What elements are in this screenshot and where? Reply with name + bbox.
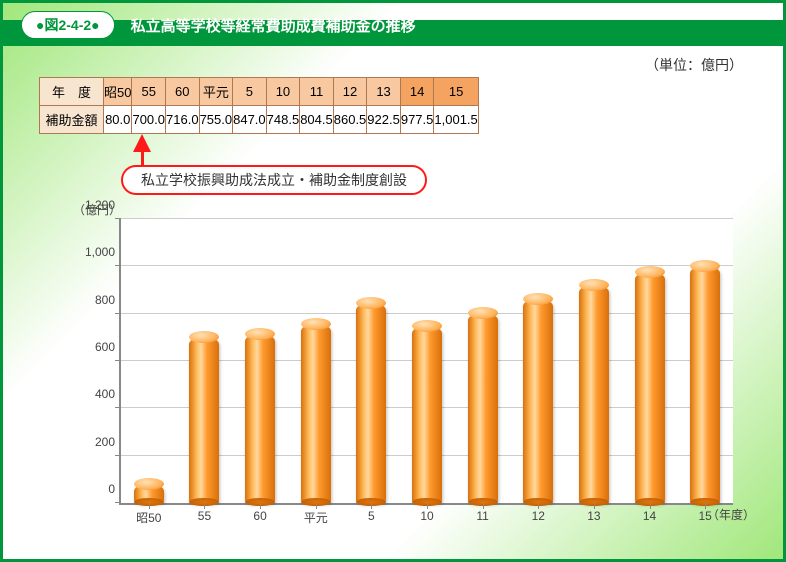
bar: [134, 484, 164, 503]
annotation-arrow: [133, 134, 151, 165]
y-tick-label: 0: [108, 482, 115, 496]
y-tick-label: 1,200: [85, 198, 115, 212]
arrow-stem: [141, 151, 144, 165]
y-tick: [115, 218, 121, 219]
x-tick-label: 昭50: [136, 509, 161, 526]
grid-line: [121, 218, 733, 219]
bar: [245, 334, 275, 503]
y-tick: [115, 455, 121, 456]
bar: [301, 324, 331, 503]
x-axis-unit: （年度）: [707, 506, 755, 523]
x-tick-label: 13: [587, 509, 600, 523]
table-col-header: 平元: [199, 78, 233, 106]
table-cell: 860.5: [333, 106, 367, 134]
unit-label: （単位：億円）: [645, 55, 743, 75]
bar: [356, 303, 386, 503]
table-cell: 977.5: [400, 106, 434, 134]
x-tick-label: 5: [368, 509, 375, 523]
arrow-up-icon: [133, 134, 151, 152]
y-tick: [115, 265, 121, 266]
table-col-header: 12: [333, 78, 367, 106]
table-cell: 804.5: [300, 106, 334, 134]
bar: [690, 266, 720, 503]
data-table: 年 度 昭505560平元5101112131415 補助金額 80.0700.…: [39, 77, 479, 134]
y-tick-label: 800: [95, 293, 115, 307]
figure-tag: ●図2-4-2●: [21, 11, 115, 39]
y-tick-label: 200: [95, 435, 115, 449]
x-tick-label: 平元: [304, 509, 328, 526]
x-tick-label: 11: [476, 509, 488, 523]
table-col-header: 14: [400, 78, 434, 106]
table-cell: 80.0: [104, 106, 132, 134]
y-tick-label: 1,000: [85, 245, 115, 259]
table-cell: 922.5: [367, 106, 401, 134]
table-cell: 847.0: [233, 106, 267, 134]
x-tick-label: 14: [643, 509, 656, 523]
table-col-header: 60: [166, 78, 200, 106]
plot-area: 02004006008001,0001,200昭505560平元51011121…: [119, 219, 733, 505]
table-col-header: 11: [300, 78, 334, 106]
x-tick-label: 55: [198, 509, 211, 523]
table-cell: 716.0: [166, 106, 200, 134]
table-header-row: 年 度 昭505560平元5101112131415: [40, 78, 479, 106]
table-col-header: 55: [132, 78, 166, 106]
bar: [635, 272, 665, 503]
table-cell: 700.0: [132, 106, 166, 134]
table-value-row: 補助金額 80.0700.0716.0755.0847.0748.5804.58…: [40, 106, 479, 134]
table-rowhead-amount: 補助金額: [40, 106, 104, 134]
header-bar: ●図2-4-2● 私立高等学校等経常費助成費補助金の推移: [3, 11, 783, 39]
table-col-header: 昭50: [104, 78, 132, 106]
table-rowhead-year: 年 度: [40, 78, 104, 106]
y-tick: [115, 407, 121, 408]
bar: [189, 337, 219, 503]
x-tick-label: 60: [253, 509, 266, 523]
bar: [412, 326, 442, 503]
y-tick-label: 600: [95, 340, 115, 354]
x-tick-label: 12: [532, 509, 545, 523]
bar: [468, 313, 498, 503]
page-title: 私立高等学校等経常費助成費補助金の推移: [131, 15, 416, 36]
annotation-pill: 私立学校振興助成法成立・補助金制度創設: [121, 165, 427, 195]
table-col-header: 13: [367, 78, 401, 106]
table-col-header: 10: [266, 78, 300, 106]
table-cell: 755.0: [199, 106, 233, 134]
table-col-header: 15: [434, 78, 478, 106]
y-tick: [115, 502, 121, 503]
y-tick: [115, 360, 121, 361]
x-tick-label: 10: [420, 509, 433, 523]
bar-chart: （億円） 02004006008001,0001,200昭505560平元510…: [63, 201, 743, 541]
y-tick-label: 400: [95, 387, 115, 401]
page-frame: ●図2-4-2● 私立高等学校等経常費助成費補助金の推移 （単位：億円） 年 度…: [0, 0, 786, 562]
table-cell: 1,001.5: [434, 106, 478, 134]
table-cell: 748.5: [266, 106, 300, 134]
bar: [523, 299, 553, 503]
table-col-header: 5: [233, 78, 267, 106]
y-tick: [115, 313, 121, 314]
bar: [579, 285, 609, 503]
